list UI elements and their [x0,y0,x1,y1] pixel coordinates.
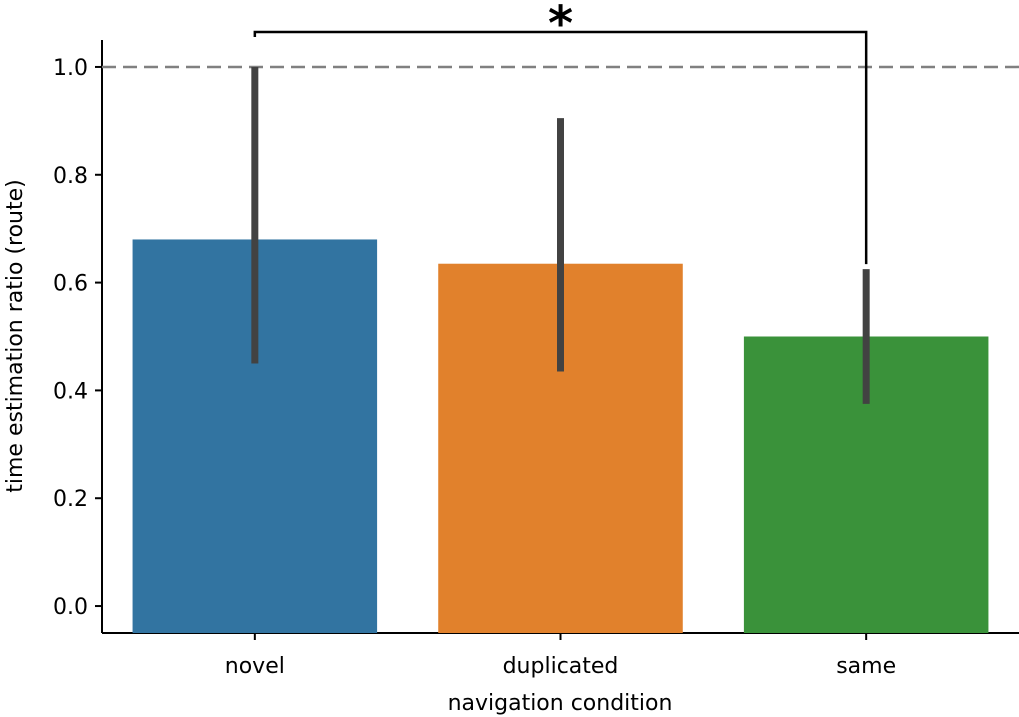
y-tick-label: 1.0 [53,56,88,81]
y-tick-label: 0.0 [53,595,88,620]
x-tick-label: duplicated [503,654,619,679]
y-tick-label: 0.2 [53,487,88,512]
x-axis-label: navigation condition [448,691,673,716]
errorbar-layer [251,66,870,404]
y-tick-label: 0.8 [53,164,88,189]
y-tick-label: 0.4 [53,379,88,404]
y-axis-label: time estimation ratio (route) [3,179,28,493]
x-ticks: novel duplicated same [225,633,896,679]
significance-star: * [548,0,573,52]
x-tick-label: novel [225,654,285,679]
significance-bracket [253,30,868,265]
x-tick-label: same [836,654,896,679]
y-tick-label: 0.6 [53,272,88,297]
y-ticks: 0.0 0.2 0.4 0.6 0.8 1.0 [53,56,102,620]
